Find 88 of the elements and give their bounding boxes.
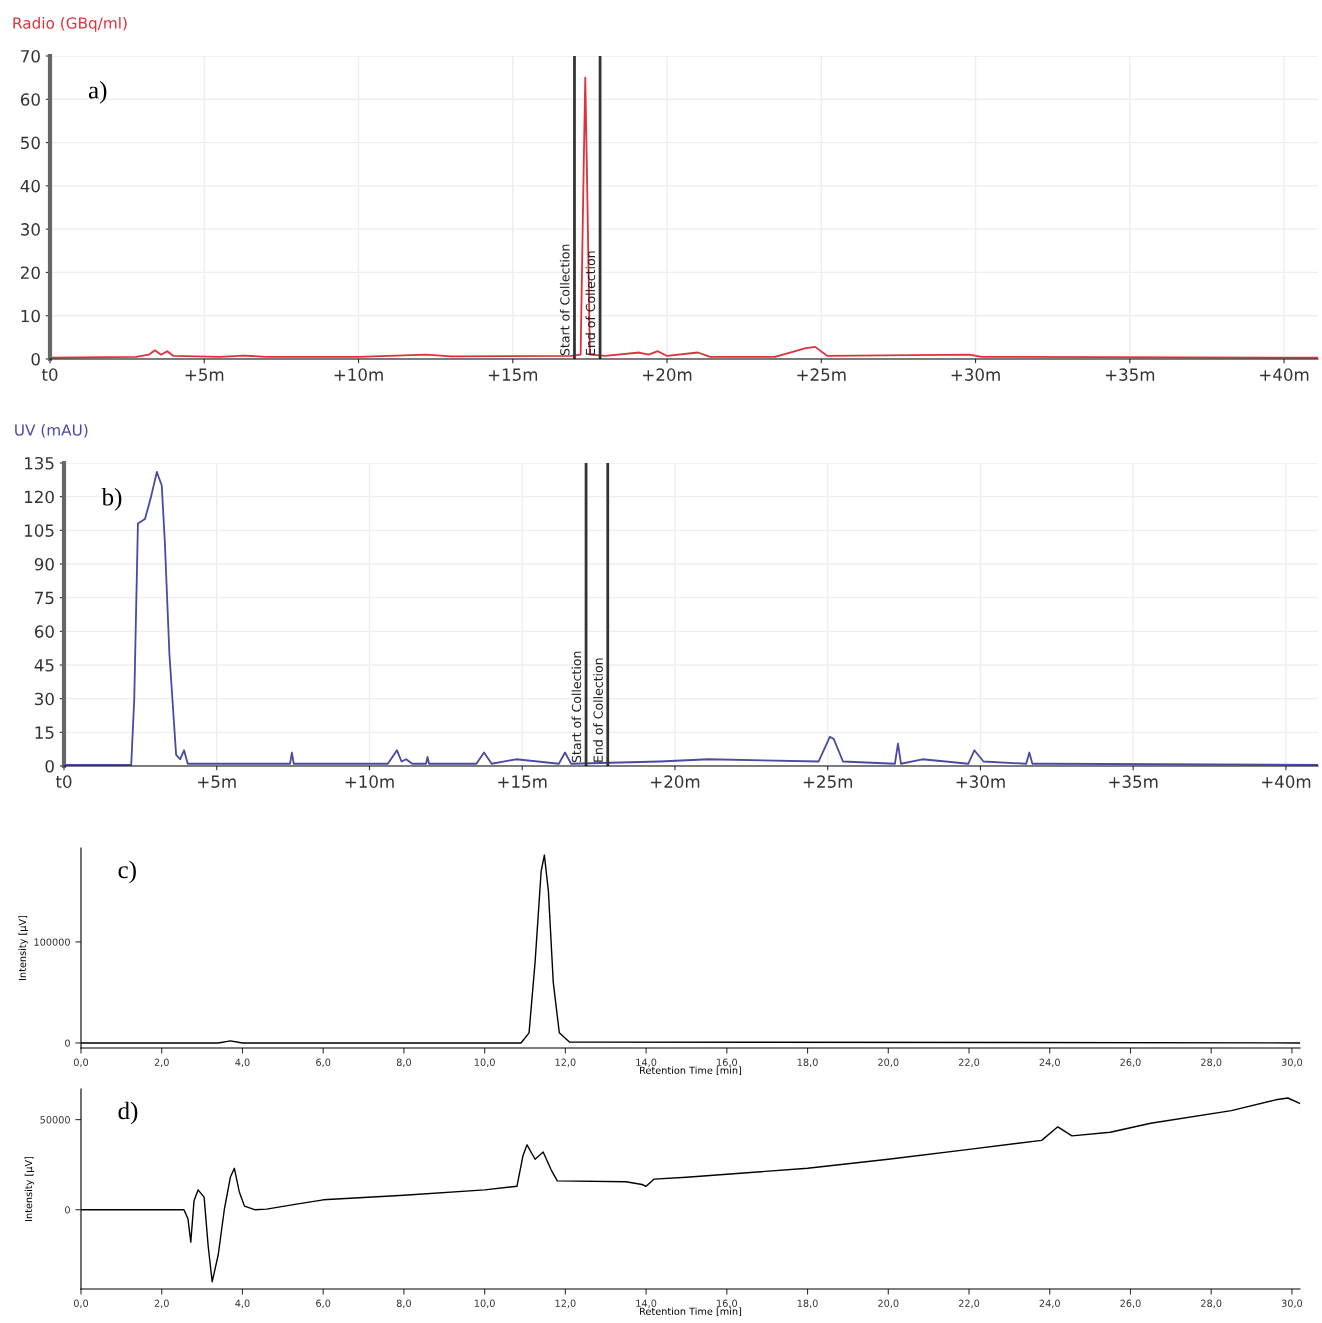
y-tick-label: 0	[31, 352, 40, 366]
x-tick-label: 28,0	[1201, 1058, 1222, 1067]
y-axis-title: UV (mAU)	[15, 423, 88, 438]
x-tick-label: +25m	[803, 775, 852, 788]
ref-line-label: Start of Collection	[559, 244, 570, 356]
y-tick-label: 100000	[34, 938, 70, 946]
x-tick-label: 6,0	[316, 1299, 331, 1308]
ref-line-label: Start of Collection	[571, 651, 582, 763]
y-tick-label: 45	[34, 659, 54, 672]
x-tick-label: 10,0	[474, 1299, 495, 1308]
x-tick-label: +20m	[651, 775, 700, 788]
x-tick-label: 0,0	[73, 1299, 89, 1308]
x-tick-label: +30m	[956, 775, 1005, 788]
x-tick-label: +20m	[643, 368, 692, 381]
y-tick-label: 60	[20, 93, 40, 106]
x-tick-label: 20,0	[878, 1299, 899, 1308]
x-tick-label: +40m	[1261, 775, 1311, 788]
y-tick-label: 0	[65, 1039, 70, 1047]
x-tick-label: 4,0	[235, 1058, 250, 1067]
y-tick-label: 0	[45, 759, 54, 773]
x-tick-label: +5m	[185, 368, 224, 381]
x-tick-label: 14,0	[636, 1058, 657, 1067]
x-tick-label: 18,0	[797, 1299, 818, 1308]
x-tick-label: +35m	[1105, 368, 1155, 381]
y-tick-label: 10	[21, 309, 40, 323]
x-tick-label: 2,0	[154, 1299, 169, 1308]
y-axis-title: Intensity [µV]	[18, 915, 28, 980]
ref-line-label: End of Collection	[593, 658, 603, 762]
x-tick-label: 2,0	[154, 1058, 169, 1067]
line-series	[50, 76, 1318, 359]
x-tick-label: +15m	[488, 368, 538, 381]
x-tick-label: 22,0	[958, 1299, 980, 1308]
y-axis-title: Radio (GBq/ml)	[13, 16, 127, 32]
x-axis-title: Retention Time [min]	[640, 1066, 742, 1076]
x-tick-label: 6,0	[316, 1058, 331, 1067]
y-tick-label: 30	[21, 223, 40, 236]
y-tick-label: 15	[35, 726, 54, 739]
annotation: d)	[118, 1101, 138, 1125]
x-tick-label: 24,0	[1039, 1299, 1060, 1308]
x-tick-label: 4,0	[235, 1299, 250, 1308]
x-tick-label: 16,0	[717, 1058, 738, 1067]
y-tick-label: 0	[65, 1206, 70, 1214]
y-tick-label: 90	[34, 557, 54, 571]
x-tick-label: +25m	[797, 368, 846, 381]
x-tick-label: 28,0	[1201, 1299, 1222, 1308]
y-tick-label: 75	[35, 591, 54, 605]
x-tick-label: +40m	[1260, 368, 1309, 381]
y-tick-label: 30	[35, 692, 54, 706]
annotation: b)	[101, 488, 122, 511]
x-tick-label: 14,0	[636, 1299, 657, 1308]
y-tick-label: 50	[21, 136, 40, 150]
y-axis-title: Intensity [µV]	[24, 1156, 35, 1221]
x-tick-label: +10m	[345, 775, 394, 788]
x-tick-label: +35m	[1109, 775, 1158, 788]
x-tick-label: 30,0	[1281, 1299, 1303, 1308]
y-tick-label: 120	[24, 490, 54, 504]
x-tick-label: 12,0	[555, 1058, 576, 1067]
x-tick-label: t0	[55, 775, 72, 788]
x-tick-label: 20,0	[878, 1058, 899, 1067]
y-tick-label: 135	[24, 456, 54, 470]
y-tick-label: 40	[20, 179, 40, 193]
annotation: c)	[118, 860, 136, 884]
x-tick-label: 0,0	[73, 1058, 89, 1067]
x-tick-label: 26,0	[1120, 1058, 1141, 1067]
y-tick-label: 70	[21, 49, 40, 63]
x-tick-label: +30m	[951, 368, 1000, 381]
x-tick-label: 16,0	[717, 1299, 738, 1308]
line-series	[64, 471, 1318, 766]
x-tick-label: +10m	[334, 368, 383, 381]
x-tick-label: 30,0	[1281, 1058, 1303, 1067]
y-tick-label: 60	[34, 625, 54, 638]
x-tick-label: 10,0	[474, 1058, 495, 1067]
x-axis-title: Retention Time [min]	[640, 1307, 742, 1317]
x-tick-label: 22,0	[958, 1058, 980, 1067]
ref-line-label: End of Collection	[585, 251, 596, 355]
x-tick-label: 8,0	[396, 1058, 411, 1067]
y-tick-label: 20	[20, 266, 40, 279]
x-tick-label: t0	[41, 368, 58, 381]
y-tick-label: 105	[24, 524, 54, 537]
x-tick-label: 26,0	[1120, 1299, 1141, 1308]
x-tick-label: 24,0	[1039, 1058, 1060, 1067]
x-tick-label: 18,0	[797, 1058, 818, 1067]
x-tick-label: 12,0	[555, 1299, 576, 1308]
x-tick-label: 8,0	[396, 1299, 411, 1308]
x-tick-label: +15m	[498, 775, 547, 788]
x-tick-label: +5m	[198, 775, 236, 788]
y-tick-label: 50000	[40, 1116, 70, 1124]
annotation: a)	[88, 81, 107, 104]
